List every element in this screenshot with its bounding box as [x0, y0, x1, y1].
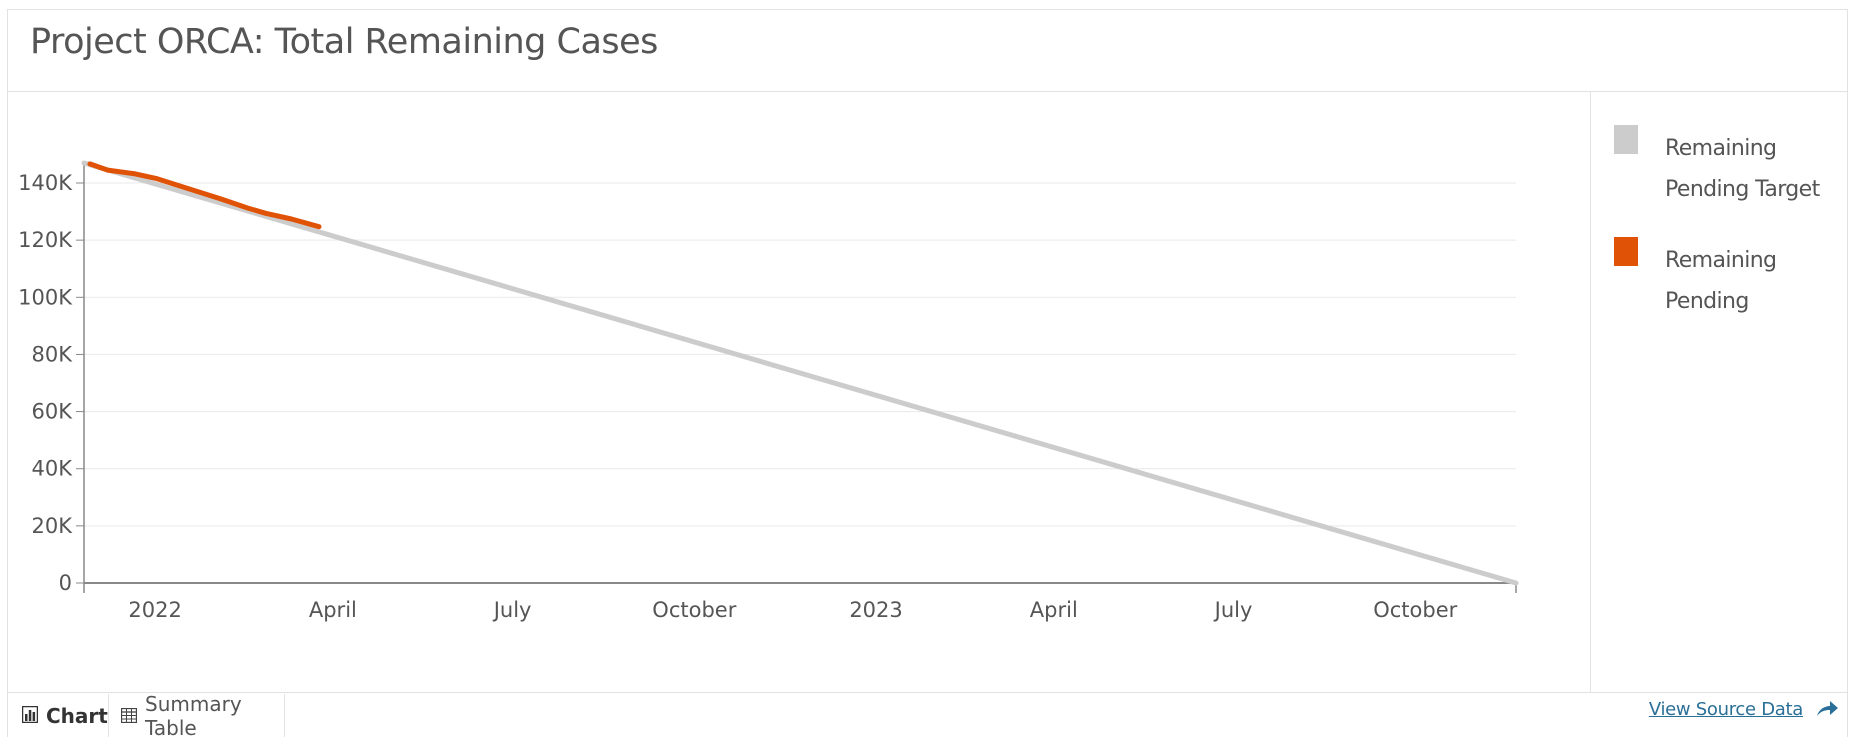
legend-swatch-pending: [1614, 237, 1638, 266]
series-lines: [81, 160, 1519, 586]
legend: Remaining Pending Target Remaining Pendi…: [1614, 125, 1844, 349]
y-tick-label: 20K: [32, 514, 74, 538]
x-tick-label: October: [652, 598, 736, 622]
y-tick-label: 100K: [18, 285, 73, 309]
table-icon: [120, 704, 138, 728]
x-tick-label: July: [1213, 598, 1253, 622]
tab-summary-table-label: Summary Table: [145, 691, 242, 740]
x-tick-label: 2023: [849, 598, 902, 622]
series-line-remaining-pending-target: [81, 160, 1519, 586]
y-tick-label: 140K: [18, 171, 73, 195]
line-chart: 0 20K 40K 60K 80K 100K 120K 140K 2022 April July O…: [18, 160, 1519, 622]
tab-chart-label: Chart: [46, 703, 108, 728]
footer-divider: [7, 692, 1848, 693]
gridlines: [84, 182, 1516, 527]
legend-swatch-target: [1614, 125, 1638, 154]
chart-panel: [7, 9, 1848, 737]
y-tick-label: 40K: [32, 457, 74, 481]
tab-summary-table[interactable]: Summary Table: [108, 691, 285, 740]
legend-label-pending: Remaining Pending: [1665, 248, 1777, 314]
y-axis-ticks: 0 20K 40K 60K 80K 100K 120K 140K: [18, 171, 84, 595]
y-tick-label: 80K: [32, 342, 74, 366]
x-tick-label: April: [309, 598, 357, 622]
x-tick-label: July: [492, 598, 532, 622]
view-source-data-link[interactable]: View Source Data: [1648, 699, 1803, 720]
legend-item-pending[interactable]: Remaining Pending: [1614, 237, 1844, 349]
x-axis-ticks: 2022 April July October 2023 April July October: [128, 598, 1457, 622]
page-title: Project ORCA: Total Remaining Cases: [30, 22, 658, 62]
tab-chart[interactable]: Chart: [14, 694, 108, 737]
y-tick-label: 120K: [18, 228, 73, 252]
legend-item-target[interactable]: Remaining Pending Target: [1614, 125, 1844, 237]
share-arrow-icon[interactable]: [1815, 700, 1839, 722]
header-divider: [7, 91, 1848, 92]
y-tick-label: 60K: [32, 400, 74, 424]
x-tick-label: October: [1373, 598, 1457, 622]
bar-chart-icon: [21, 704, 39, 728]
legend-divider: [1590, 92, 1591, 692]
series-line-remaining-pending: [87, 161, 322, 230]
x-tick-label: 2022: [128, 598, 181, 622]
x-tick-label: April: [1030, 598, 1078, 622]
legend-label-target: Remaining Pending Target: [1665, 136, 1820, 202]
y-tick-label: 0: [59, 571, 72, 595]
